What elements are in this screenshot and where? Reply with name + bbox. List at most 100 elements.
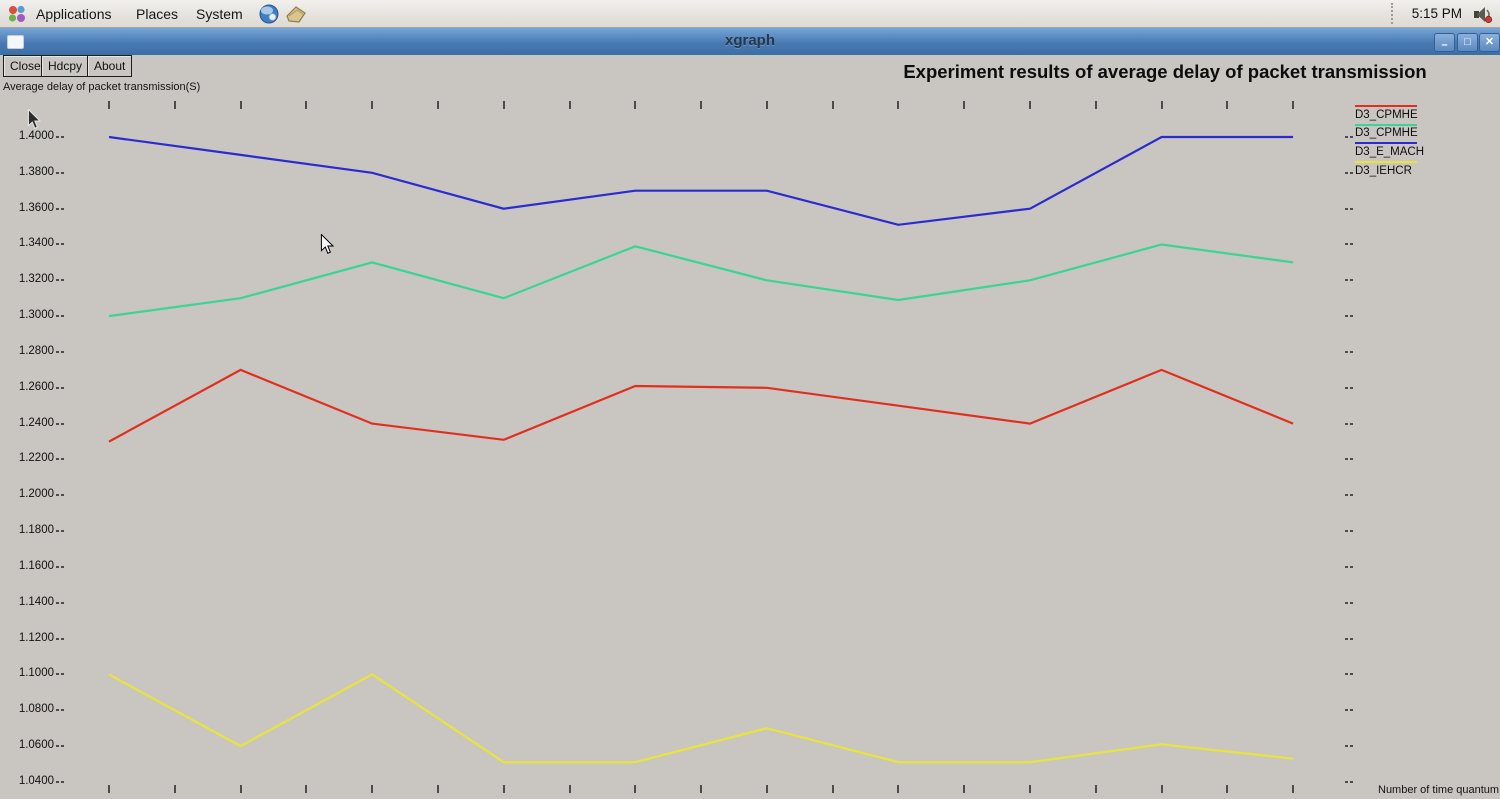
y-tick-right (1345, 171, 1353, 174)
xgraph-about-button[interactable]: About (87, 55, 133, 77)
y-tick-right (1345, 315, 1353, 318)
x-tick-bottom (963, 785, 966, 793)
mail-launcher-icon[interactable] (285, 3, 307, 25)
x-tick-top (700, 101, 703, 109)
volume-icon[interactable] (1472, 3, 1494, 25)
legend-swatch (1355, 123, 1417, 126)
x-tick-bottom (634, 785, 637, 793)
x-tick-top (173, 101, 176, 109)
xgraph-hdcpy-label: Hdcpy (48, 59, 83, 73)
y-tick-label: 1.1800 (18, 524, 54, 537)
x-tick-bottom (1292, 785, 1295, 793)
x-tick-bottom (173, 785, 176, 793)
y-tick-left (56, 494, 64, 497)
x-tick-bottom (1160, 785, 1163, 793)
x-tick-top (239, 101, 242, 109)
series-line-3-D3_IEHCR (108, 673, 1294, 764)
x-tick-top (1094, 101, 1097, 109)
x-tick-bottom (371, 785, 374, 793)
y-axis-title: Average delay of packet transmission(S) (3, 81, 201, 93)
y-tick-right (1345, 279, 1353, 282)
x-tick-top (436, 101, 439, 109)
y-tick-left (56, 565, 64, 568)
x-tick-top (831, 101, 834, 109)
distro-logo-icon[interactable] (8, 5, 26, 23)
x-tick-top (634, 101, 637, 109)
y-tick-right (1345, 350, 1353, 353)
window-menu-icon[interactable] (7, 35, 24, 49)
x-tick-top (502, 101, 505, 109)
xgraph-about-label: About (94, 59, 126, 73)
y-tick-right (1345, 780, 1353, 783)
x-tick-top (108, 101, 110, 109)
y-tick-left (56, 350, 64, 353)
y-tick-right (1345, 530, 1353, 533)
x-tick-bottom (108, 785, 110, 793)
x-tick-top (897, 101, 900, 109)
x-tick-top (963, 101, 966, 109)
top-panel: Applications Places System 5:15 PM (0, 0, 1500, 28)
y-tick-label: 1.2000 (18, 488, 54, 501)
y-tick-label: 1.3400 (18, 237, 54, 250)
menu-system[interactable]: System (187, 0, 252, 27)
menu-system-label: System (196, 5, 243, 22)
y-tick-left (56, 780, 64, 783)
x-tick-top (568, 101, 571, 109)
legend-swatch (1355, 161, 1417, 164)
legend-label: D3_CPMHE (1355, 108, 1418, 121)
y-tick-label: 1.0400 (18, 774, 54, 787)
y-tick-right (1345, 745, 1353, 748)
x-tick-top (765, 101, 768, 109)
xgraph-close-button[interactable]: Close (3, 55, 48, 77)
menu-places[interactable]: Places (127, 0, 187, 27)
maximize-button[interactable] (1457, 33, 1478, 52)
y-tick-right (1345, 565, 1353, 568)
y-tick-label: 1.1200 (18, 631, 54, 644)
y-tick-right (1345, 458, 1353, 461)
y-tick-label: 1.2800 (18, 344, 54, 357)
x-axis-title: Number of time quantum (1378, 784, 1500, 796)
y-tick-right (1345, 243, 1353, 246)
x-tick-bottom (305, 785, 308, 793)
xgraph-close-label: Close (10, 59, 41, 73)
window-title: xgraph (724, 32, 775, 49)
y-tick-right (1345, 136, 1353, 138)
x-tick-bottom (436, 785, 439, 793)
minimize-button[interactable] (1434, 33, 1455, 52)
y-tick-label: 1.3800 (18, 165, 54, 178)
series-line-2-D3_E_MACH (108, 135, 1294, 226)
y-tick-left (56, 136, 64, 138)
y-tick-label: 1.4000 (18, 130, 54, 142)
legend-swatch (1355, 142, 1417, 145)
legend-label: D3_E_MACH (1355, 145, 1425, 158)
menu-places-label: Places (136, 5, 179, 22)
y-tick-label: 1.0600 (18, 739, 54, 752)
panel-handle[interactable] (1391, 3, 1393, 24)
y-tick-right (1345, 709, 1353, 712)
y-tick-label: 1.3000 (18, 309, 54, 322)
y-tick-right (1345, 494, 1353, 497)
legend-label: D3_IEHCR (1355, 164, 1412, 177)
y-tick-label: 1.2600 (18, 380, 54, 393)
x-tick-bottom (1226, 785, 1229, 793)
y-tick-label: 1.1600 (18, 559, 54, 572)
y-tick-right (1345, 207, 1353, 210)
y-tick-left (56, 315, 64, 318)
x-tick-bottom (568, 785, 571, 793)
menu-applications[interactable]: Applications (27, 0, 121, 27)
mouse-cursor-icon (320, 234, 335, 255)
y-tick-left (56, 243, 64, 246)
mouse-cursor-icon (27, 109, 42, 130)
y-tick-right (1345, 386, 1353, 389)
legend-label: D3_CPMHE (1355, 127, 1418, 140)
browser-launcher-icon[interactable] (258, 3, 280, 25)
close-window-button[interactable] (1479, 33, 1500, 52)
series-line-1-D3_CPMHE (108, 243, 1294, 318)
panel-clock[interactable]: 5:15 PM (1412, 0, 1462, 27)
xgraph-hdcpy-button[interactable]: Hdcpy (41, 55, 90, 77)
y-tick-label: 1.3600 (18, 201, 54, 214)
x-tick-bottom (502, 785, 505, 793)
y-tick-left (56, 601, 64, 604)
x-tick-top (371, 101, 374, 109)
